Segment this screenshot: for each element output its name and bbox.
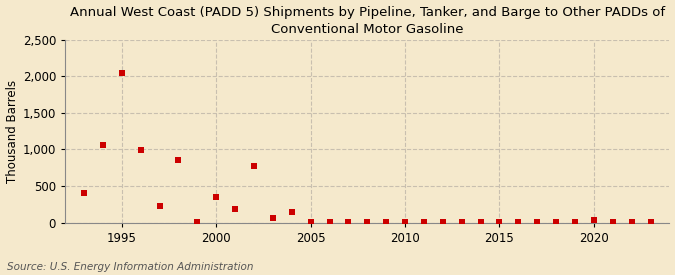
Point [475, 220, 486, 224]
Point [116, 71, 127, 75]
Point [551, 220, 562, 224]
Point [324, 220, 335, 224]
Point [400, 220, 410, 224]
Point [381, 220, 392, 224]
Point [362, 220, 373, 224]
Point [437, 220, 448, 224]
Point [211, 195, 221, 199]
Point [589, 218, 599, 222]
Point [286, 210, 297, 214]
Point [645, 220, 656, 224]
Point [305, 220, 316, 224]
Point [626, 220, 637, 224]
Y-axis label: Thousand Barrels: Thousand Barrels [5, 79, 18, 183]
Point [173, 158, 184, 162]
Point [513, 220, 524, 224]
Text: Source: U.S. Energy Information Administration: Source: U.S. Energy Information Administ… [7, 262, 253, 272]
Point [532, 220, 543, 224]
Point [494, 220, 505, 224]
Title: Annual West Coast (PADD 5) Shipments by Pipeline, Tanker, and Barge to Other PAD: Annual West Coast (PADD 5) Shipments by … [70, 6, 665, 35]
Point [418, 220, 429, 224]
Point [570, 220, 580, 224]
Point [78, 191, 89, 196]
Point [135, 148, 146, 153]
Point [97, 143, 108, 147]
Point [192, 220, 202, 224]
Point [343, 220, 354, 224]
Point [267, 216, 278, 220]
Point [248, 164, 259, 168]
Point [154, 204, 165, 208]
Point [230, 207, 240, 211]
Point [456, 220, 467, 224]
Point [608, 220, 618, 224]
